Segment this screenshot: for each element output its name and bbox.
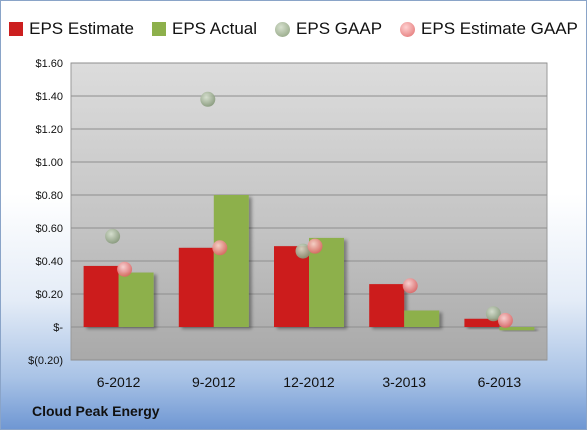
y-tick-label: $0.20 <box>35 289 63 301</box>
bar-eps-actual-6-2013 <box>499 327 535 331</box>
y-tick-label: $0.80 <box>35 190 63 202</box>
y-tick-label: $1.20 <box>35 124 63 136</box>
x-tick-label-12-2012: 12-2012 <box>283 374 335 390</box>
y-axis-ticks: $1.60 $1.40 $1.20 $1.00 $0.80 $0.60 $0.40 $0.20… <box>28 58 63 367</box>
bar-eps-estimate-6-2012 <box>83 265 119 327</box>
bar-eps-estimate-12-2012 <box>274 246 309 327</box>
marker-eps-estimate-gaap-3-2013 <box>402 278 418 294</box>
legend-swatch-eps-estimate-gaap <box>400 21 416 37</box>
legend-item-eps-actual: EPS Actual <box>151 19 258 39</box>
marker-eps-estimate-gaap-12-2012 <box>307 238 323 254</box>
x-tick-label-6-2012: 6-2012 <box>97 374 141 390</box>
legend-label-eps-gaap: EPS GAAP <box>296 19 383 38</box>
marker-eps-gaap-12-2012 <box>295 243 311 259</box>
bar-eps-estimate-6-2013 <box>464 318 500 327</box>
y-tick-label: $1.40 <box>35 91 63 103</box>
legend-swatch-eps-gaap <box>275 21 291 37</box>
bar-eps-estimate-9-2012 <box>178 247 214 327</box>
x-tick-label-6-2013: 6-2013 <box>478 374 522 390</box>
marker-eps-gaap-9-2012 <box>200 91 216 107</box>
y-tick-label: $(0.20) <box>28 355 63 367</box>
legend-label-eps-estimate: EPS Estimate <box>29 19 134 38</box>
legend-item-eps-estimate: EPS Estimate <box>9 19 134 39</box>
legend-item-eps-gaap: EPS GAAP <box>275 19 382 39</box>
company-name: Cloud Peak Energy <box>32 403 160 419</box>
y-tick-label: $0.60 <box>35 223 63 235</box>
marker-eps-gaap-6-2012 <box>105 228 121 244</box>
legend: EPS Estimate EPS Actual EPS GAAP EPS Est… <box>1 15 586 43</box>
marker-eps-estimate-gaap-6-2013 <box>497 312 513 328</box>
bars <box>83 195 535 331</box>
markers <box>105 91 513 328</box>
x-axis-ticks: 6-2012 9-2012 12-2012 3-2013 6-2013 <box>97 374 522 390</box>
y-tick-label: $1.60 <box>35 58 63 70</box>
legend-label-eps-actual: EPS Actual <box>171 19 258 38</box>
y-tick-label: $0.40 <box>35 256 63 268</box>
y-tick-label: $- <box>53 322 63 334</box>
x-tick-label-3-2013: 3-2013 <box>382 374 426 390</box>
marker-eps-gaap-6-2013 <box>485 306 501 322</box>
bar-eps-actual-9-2012 <box>213 195 249 327</box>
x-tick-label-9-2012: 9-2012 <box>192 374 236 390</box>
bar-eps-actual-3-2013 <box>404 310 440 327</box>
bar-eps-estimate-3-2013 <box>369 284 405 327</box>
legend-swatch-eps-actual <box>151 22 166 36</box>
legend-item-eps-estimate-gaap: EPS Estimate GAAP <box>400 19 578 39</box>
legend-label-eps-estimate-gaap: EPS Estimate GAAP <box>421 19 578 38</box>
y-tick-label: $1.00 <box>35 157 63 169</box>
marker-eps-estimate-gaap-9-2012 <box>212 240 228 256</box>
bar-eps-actual-6-2012 <box>118 272 154 327</box>
legend-swatch-eps-estimate <box>9 22 24 36</box>
marker-eps-estimate-gaap-6-2012 <box>117 261 133 277</box>
